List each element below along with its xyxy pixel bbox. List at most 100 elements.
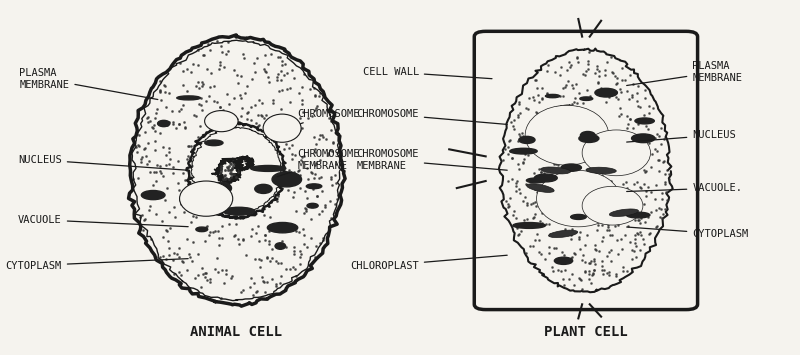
Point (272, 119, 285, 125)
Ellipse shape (267, 223, 298, 233)
Ellipse shape (610, 209, 638, 217)
Point (144, 203, 157, 209)
Point (296, 97, 309, 103)
Point (536, 95, 549, 101)
Point (578, 242, 591, 248)
Point (508, 118, 521, 123)
Ellipse shape (177, 96, 200, 100)
Point (530, 77, 542, 83)
Point (271, 77, 284, 83)
Point (278, 169, 291, 175)
Point (280, 86, 293, 92)
Point (216, 224, 229, 229)
Point (224, 168, 237, 173)
Point (250, 120, 263, 125)
Point (634, 215, 647, 221)
Point (610, 273, 622, 279)
Point (284, 135, 297, 141)
Point (606, 69, 619, 75)
Ellipse shape (306, 184, 322, 189)
Point (609, 224, 622, 229)
Ellipse shape (631, 134, 655, 143)
Point (176, 197, 189, 203)
Point (173, 269, 186, 275)
Point (662, 171, 675, 177)
Ellipse shape (223, 207, 254, 215)
Point (261, 254, 274, 260)
Point (173, 254, 186, 260)
Point (149, 128, 162, 133)
Point (578, 269, 591, 275)
Point (217, 107, 230, 113)
Point (313, 93, 326, 98)
Point (513, 101, 526, 106)
Point (240, 83, 253, 88)
Point (558, 119, 570, 124)
Point (187, 239, 200, 245)
Point (613, 113, 626, 119)
Point (230, 221, 242, 226)
Point (195, 266, 208, 271)
Point (594, 85, 607, 91)
Point (234, 73, 247, 79)
Ellipse shape (534, 174, 558, 182)
Point (643, 231, 656, 237)
Text: PLASMA
MEMBRANE: PLASMA MEMBRANE (19, 68, 158, 99)
Point (288, 266, 301, 272)
Point (265, 51, 278, 56)
Point (531, 189, 544, 195)
Point (208, 266, 221, 272)
Point (138, 217, 150, 223)
Point (183, 156, 196, 162)
Point (541, 90, 554, 96)
Point (614, 105, 626, 110)
Point (562, 155, 575, 160)
Point (298, 241, 310, 247)
Point (538, 135, 551, 140)
Point (326, 148, 338, 154)
Point (532, 249, 545, 255)
Point (658, 179, 671, 185)
Point (227, 68, 240, 73)
Point (231, 164, 244, 170)
Point (511, 233, 524, 238)
Point (283, 99, 296, 105)
Point (573, 144, 586, 150)
Point (231, 170, 244, 175)
Point (584, 258, 597, 264)
Text: VACUOLE.: VACUOLE. (626, 183, 742, 193)
Point (197, 82, 210, 87)
Point (273, 88, 286, 94)
Point (571, 60, 584, 65)
Point (274, 245, 286, 250)
Point (214, 104, 226, 110)
Point (139, 216, 152, 222)
Point (222, 165, 234, 171)
Point (656, 211, 669, 217)
Point (290, 228, 302, 234)
Point (264, 226, 277, 232)
Point (148, 122, 161, 127)
Point (564, 64, 577, 70)
Point (562, 130, 575, 136)
Point (529, 186, 542, 192)
Point (547, 245, 560, 250)
Point (569, 251, 582, 256)
Point (595, 238, 608, 244)
Point (502, 138, 515, 143)
Point (142, 140, 154, 146)
Point (134, 159, 147, 165)
Point (558, 252, 571, 258)
Point (225, 174, 238, 180)
Point (219, 175, 232, 181)
Point (213, 66, 226, 72)
Point (554, 150, 567, 156)
Point (502, 178, 514, 184)
Point (201, 41, 214, 47)
Point (318, 202, 331, 208)
Point (237, 51, 250, 56)
Point (521, 202, 534, 208)
Point (205, 70, 218, 76)
Point (636, 117, 649, 122)
Point (305, 235, 318, 241)
